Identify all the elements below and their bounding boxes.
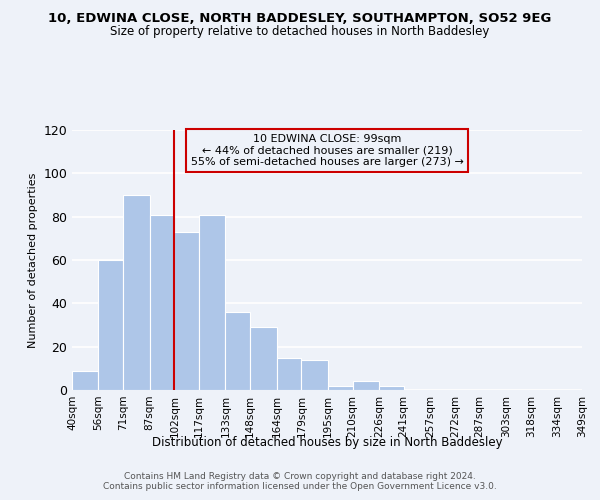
Text: 10 EDWINA CLOSE: 99sqm
← 44% of detached houses are smaller (219)
55% of semi-de: 10 EDWINA CLOSE: 99sqm ← 44% of detached… <box>191 134 463 167</box>
Bar <box>199 214 226 390</box>
Text: 10, EDWINA CLOSE, NORTH BADDESLEY, SOUTHAMPTON, SO52 9EG: 10, EDWINA CLOSE, NORTH BADDESLEY, SOUTH… <box>49 12 551 26</box>
Bar <box>301 360 328 390</box>
Bar <box>98 260 123 390</box>
Bar <box>149 214 175 390</box>
Bar <box>226 312 250 390</box>
Text: Distribution of detached houses by size in North Baddesley: Distribution of detached houses by size … <box>152 436 502 449</box>
Bar <box>72 370 98 390</box>
Bar <box>353 382 379 390</box>
Bar <box>328 386 353 390</box>
Text: Size of property relative to detached houses in North Baddesley: Size of property relative to detached ho… <box>110 25 490 38</box>
Bar <box>123 195 149 390</box>
Bar <box>175 232 199 390</box>
Bar <box>379 386 404 390</box>
Text: Contains HM Land Registry data © Crown copyright and database right 2024.
Contai: Contains HM Land Registry data © Crown c… <box>103 472 497 491</box>
Bar <box>250 327 277 390</box>
Y-axis label: Number of detached properties: Number of detached properties <box>28 172 38 348</box>
Bar <box>277 358 301 390</box>
